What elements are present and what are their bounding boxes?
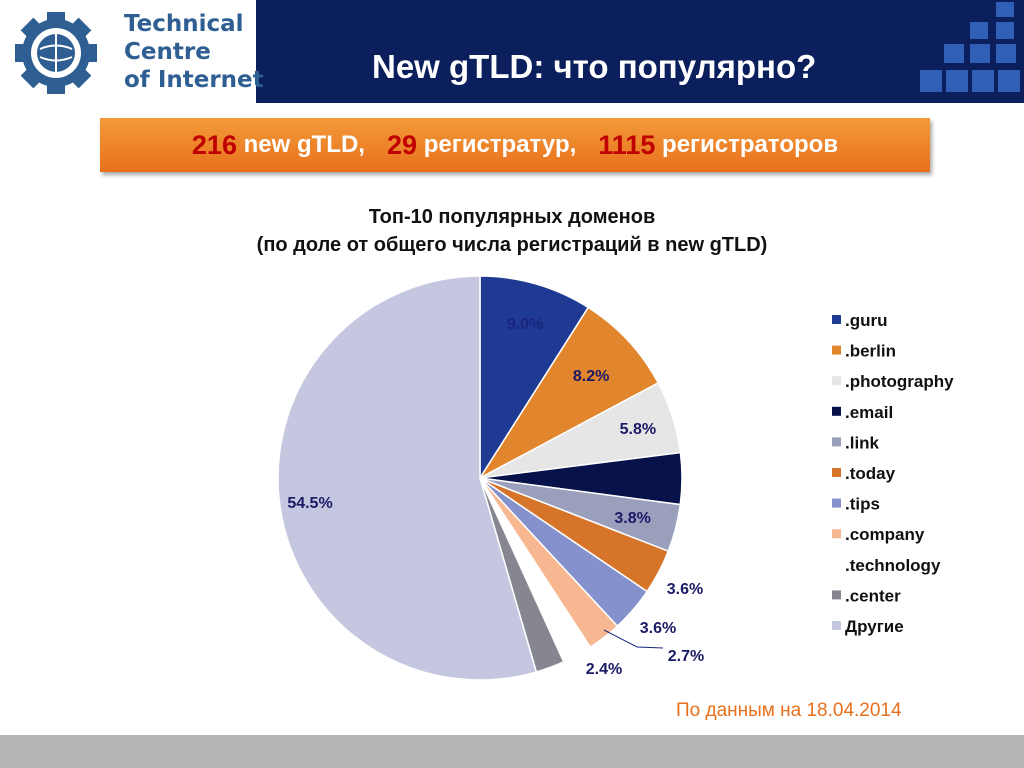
legend-label: .technology: [845, 556, 941, 575]
legend-swatch: [832, 315, 841, 324]
leader-line: [603, 629, 664, 649]
gtld-count: 216: [191, 129, 237, 160]
legend-swatch: [832, 590, 841, 600]
chart-title-line-1: Топ-10 популярных доменов: [368, 206, 656, 228]
data-label: 3.6%: [667, 581, 703, 598]
legend-swatch: [832, 621, 841, 630]
pie-slice-guru: [479, 275, 590, 481]
data-label: 5.8%: [620, 421, 656, 438]
pie-slice-Другие: [277, 275, 538, 681]
chart-title: Топ-10 популярных доменов (по доле от об…: [0, 203, 1024, 259]
footer-bar: [0, 735, 1024, 768]
chart-title-line-2: (по доле от общего числа регистраций в n…: [256, 234, 768, 256]
pie-slice-berlin: [477, 306, 660, 481]
logo-line-3: of Internet: [124, 67, 264, 93]
legend-label: .center: [845, 586, 901, 605]
gear-logo-icon: [15, 12, 97, 94]
registry-count: 29: [386, 129, 418, 160]
data-label: 3.8%: [614, 510, 650, 527]
legend-label: .company: [845, 525, 925, 544]
legend-label: .tips: [845, 495, 880, 514]
data-label: 2.4%: [586, 661, 622, 678]
legend-swatch: [832, 437, 841, 447]
legend-swatch: [832, 498, 841, 508]
legend-swatch: [832, 529, 841, 539]
legend-label: .photography: [845, 372, 954, 391]
legend-swatch: [832, 376, 841, 386]
gtld-label: new gTLD,: [243, 131, 365, 158]
data-label: 3.6%: [640, 620, 676, 637]
data-label: 4.1%: [633, 472, 669, 489]
legend-label: .berlin: [845, 342, 896, 361]
legend-swatch: [832, 406, 841, 416]
registry-label: регистратур,: [423, 131, 577, 158]
data-label: 2.7%: [668, 648, 704, 665]
legend-swatch: [832, 468, 841, 477]
logo-line-2: Centre: [124, 39, 211, 65]
logo-text: Technical Centre of Internet: [124, 10, 264, 94]
source-note: По данным на 18.04.2014: [676, 700, 902, 721]
pie-slice-technology: [484, 486, 597, 672]
data-label: 54.5%: [287, 495, 332, 512]
legend-label: .guru: [845, 311, 888, 330]
registrar-count: 1115: [598, 129, 656, 160]
data-label: 9.0%: [507, 316, 543, 333]
pie-slice-company: [479, 477, 619, 649]
decorative-squares: [920, 2, 1020, 92]
legend-swatch: [832, 559, 841, 569]
logo-line-1: Technical: [124, 11, 244, 37]
data-label: 8.2%: [573, 368, 609, 385]
legend-swatch: [832, 345, 841, 355]
page-title: New gTLD: что популярно?: [372, 48, 817, 85]
legend-label: .link: [845, 433, 880, 452]
logo: Technical Centre of Internet: [0, 0, 264, 103]
legend-label: .email: [845, 403, 893, 422]
registrar-label: регистраторов: [662, 131, 839, 158]
summary-banner: 216 new gTLD, 29 регистратур, 1115 регис…: [100, 118, 930, 172]
legend-label: .today: [845, 464, 896, 483]
legend-label: Другие: [845, 617, 904, 636]
